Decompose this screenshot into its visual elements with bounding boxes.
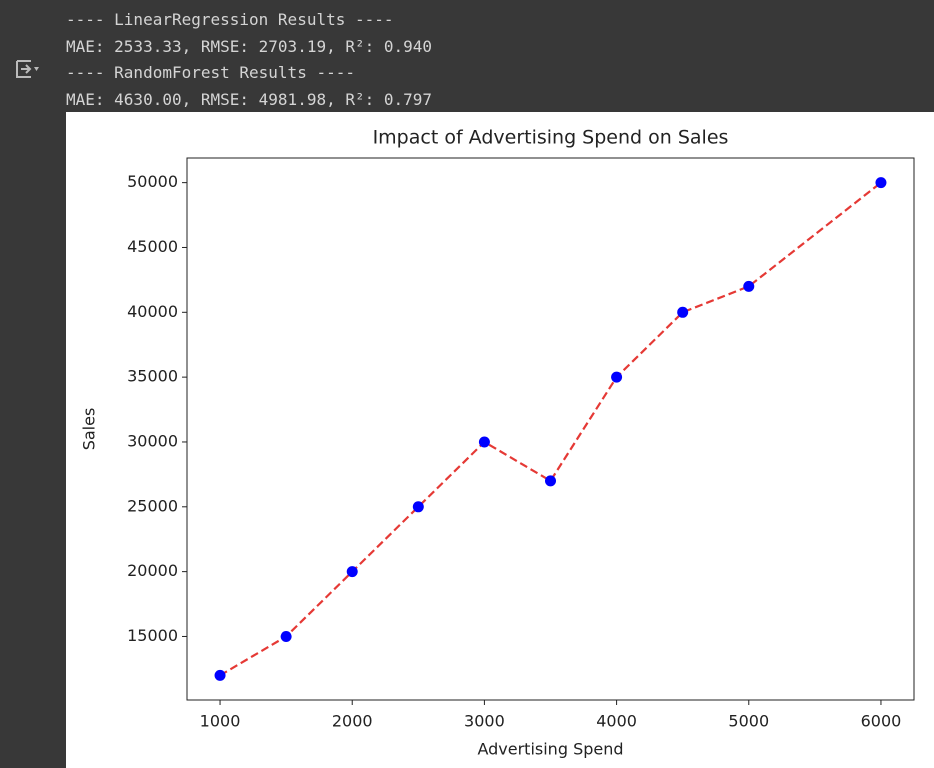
output-line: ---- RandomForest Results ----: [66, 63, 355, 82]
y-tick-label: 15000: [127, 626, 178, 645]
data-point: [412, 501, 424, 513]
y-tick-label: 25000: [127, 496, 178, 515]
y-tick-label: 30000: [127, 431, 178, 450]
x-tick-label: 3000: [464, 712, 505, 731]
y-axis-label: Sales: [80, 408, 99, 451]
data-point: [677, 306, 689, 318]
data-point: [280, 630, 292, 642]
data-point: [346, 566, 358, 578]
x-tick-label: 6000: [861, 712, 902, 731]
chart-title: Impact of Advertising Spend on Sales: [373, 127, 729, 149]
x-tick-label: 5000: [728, 712, 769, 731]
y-tick-label: 40000: [127, 302, 178, 321]
chart: Impact of Advertising Spend on Sales Adve…: [66, 112, 934, 768]
plot-frame: [186, 157, 915, 701]
data-point: [743, 280, 755, 292]
y-tick-label: 20000: [127, 561, 178, 580]
x-tick-label: 4000: [596, 712, 637, 731]
data-point: [611, 371, 623, 383]
y-tick-label: 50000: [127, 172, 178, 191]
x-tick-label: 1000: [200, 712, 241, 731]
output-line: MAE: 2533.33, RMSE: 2703.19, R²: 0.940: [66, 36, 433, 56]
data-point: [478, 436, 490, 448]
cell-output: ---- LinearRegression Results ---- MAE: 2…: [66, 7, 432, 113]
y-tick-label: 35000: [127, 367, 178, 386]
y-tick-label: 45000: [127, 237, 178, 256]
x-tick-label: 2000: [332, 712, 373, 731]
data-point: [875, 177, 887, 189]
x-axis-label: Advertising Spend: [477, 740, 623, 759]
data-point: [214, 669, 226, 681]
output-toggle-icon[interactable]: [14, 56, 46, 82]
output-line: MAE: 4630.00, RMSE: 4981.98, R²: 0.797: [66, 89, 433, 109]
sales-line: [219, 181, 882, 677]
output-line: ---- LinearRegression Results ----: [66, 10, 394, 29]
data-point: [545, 475, 556, 487]
